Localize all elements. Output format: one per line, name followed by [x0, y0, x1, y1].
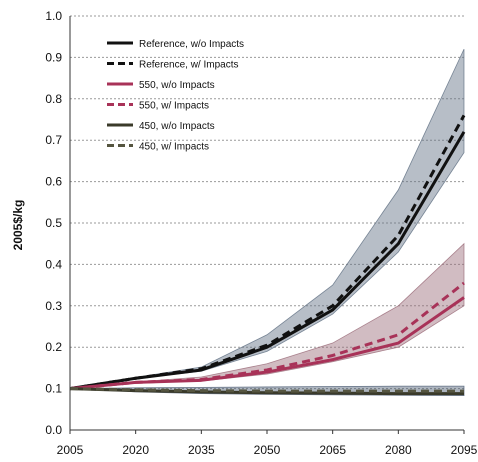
y-tick-label: 0.2 [45, 340, 62, 354]
y-tick-label: 0.7 [45, 133, 62, 147]
x-tick-label: 2035 [188, 443, 215, 457]
x-tick-label: 2095 [451, 443, 478, 457]
x-tick-label: 2080 [385, 443, 412, 457]
legend-label: 550, w/ Impacts [139, 101, 209, 112]
x-tick-label: 2065 [319, 443, 346, 457]
series-line-550-w-impacts [69, 281, 465, 391]
legend-label: 450, w/o Impacts [139, 121, 215, 132]
y-tick-label: 0.8 [45, 92, 62, 106]
y-tick-label: 0.3 [45, 299, 62, 313]
y-axis-label: 2005$/kg [11, 200, 25, 251]
y-tick-label: 1.0 [45, 9, 62, 23]
legend-label: Reference, w/o Impacts [139, 39, 244, 50]
series-line-450-w-impacts [69, 387, 464, 393]
y-tick-label: 0.1 [45, 382, 62, 396]
band-550-range [69, 242, 465, 389]
y-tick-label: 0.9 [45, 50, 62, 64]
legend: Reference, w/o Impacts Reference, w/ Impa… [107, 39, 244, 153]
line-layer [69, 114, 466, 396]
series-line-reference-w-impacts [69, 114, 466, 391]
legend-label: Reference, w/ Impacts [139, 60, 238, 71]
y-tick-label: 0.5 [45, 216, 62, 230]
grid-layer [70, 15, 464, 390]
y-tick-label: 0.6 [45, 175, 62, 189]
axis-layer: 0.0 0.1 0.2 0.3 0.4 0.5 0.6 0.7 0.8 0.9 1.0 2005 202… [45, 9, 477, 457]
legend-label: 450, w/ Impacts [139, 142, 209, 153]
band-reference-range [69, 48, 465, 389]
legend-label: 550, w/o Impacts [139, 80, 215, 91]
x-tick-label: 2020 [122, 443, 149, 457]
y-tick-label: 0.0 [45, 423, 62, 437]
y-tick-label: 0.4 [45, 257, 62, 271]
x-tick-label: 2005 [57, 443, 84, 457]
x-tick-label: 2050 [254, 443, 281, 457]
